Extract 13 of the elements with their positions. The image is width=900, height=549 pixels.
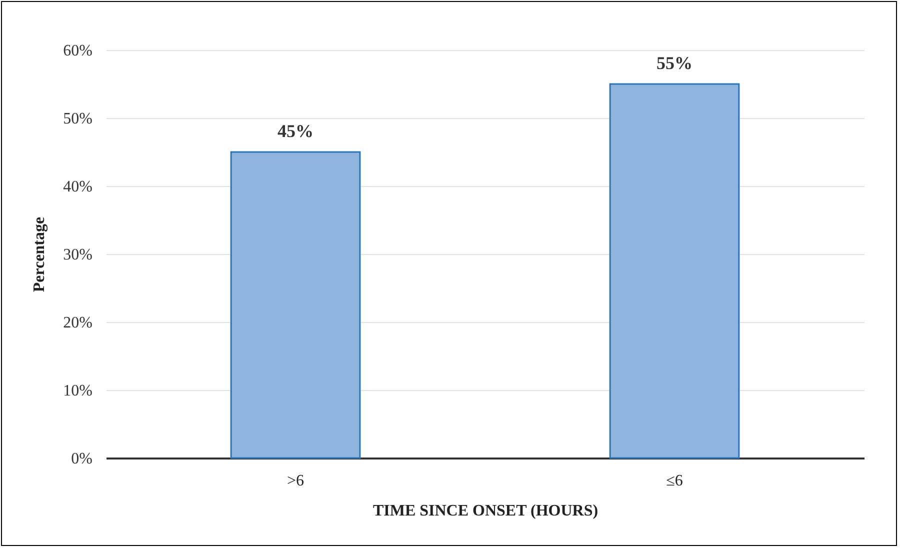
- y-tick-label: 0%: [71, 450, 92, 468]
- y-tick-label: 20%: [63, 314, 92, 332]
- y-axis-title: Percentage: [31, 216, 48, 292]
- x-tick-label: ≤6: [666, 472, 683, 490]
- data-label: 45%: [278, 121, 314, 141]
- y-tick-label: 30%: [63, 246, 92, 264]
- y-tick-label: 40%: [63, 178, 92, 196]
- y-tick-label: 60%: [63, 42, 92, 60]
- data-label: 55%: [656, 53, 692, 73]
- x-tick-label: >6: [286, 472, 304, 490]
- y-tick-label: 50%: [63, 110, 92, 128]
- y-tick-label: 10%: [63, 382, 92, 400]
- x-axis-title: TIME SINCE ONSET (HOURS): [372, 502, 598, 520]
